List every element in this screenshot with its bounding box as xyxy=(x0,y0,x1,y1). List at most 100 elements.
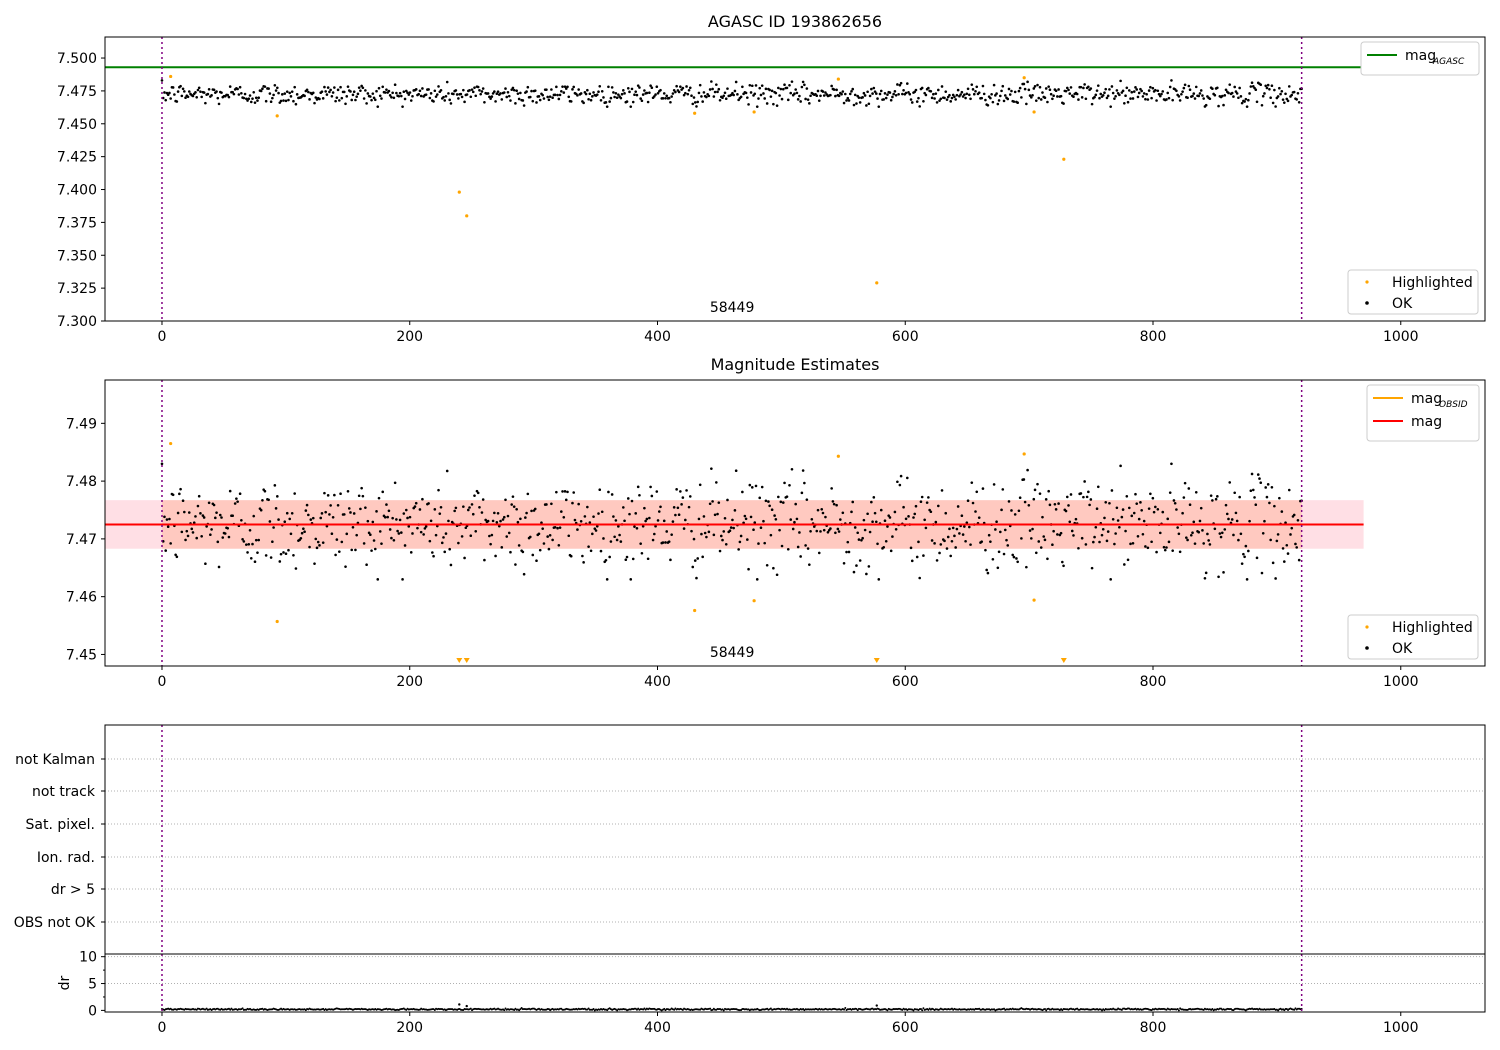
ok-point xyxy=(934,92,938,95)
ok-point xyxy=(432,100,435,103)
dr-point xyxy=(637,1007,640,1010)
ok-point xyxy=(645,517,649,521)
ok-point xyxy=(965,521,969,524)
ok-point xyxy=(1096,84,1100,87)
ok-point xyxy=(293,492,296,495)
dr-point xyxy=(1211,1008,1214,1011)
ok-point xyxy=(197,494,201,498)
ok-point xyxy=(216,96,220,100)
ok-point xyxy=(525,511,528,515)
ok-point xyxy=(656,519,660,522)
ok-point xyxy=(401,578,404,581)
ok-point xyxy=(403,97,407,101)
ok-point xyxy=(1216,86,1219,90)
ok-point xyxy=(662,92,666,95)
ok-point xyxy=(1289,533,1292,536)
x-tick-label: 600 xyxy=(892,674,919,690)
ok-point xyxy=(770,508,774,512)
ok-point xyxy=(488,95,491,99)
ok-point xyxy=(1269,538,1272,542)
ok-point xyxy=(541,93,545,97)
ok-point xyxy=(899,81,903,85)
ok-point xyxy=(872,86,876,90)
ok-point xyxy=(909,546,913,550)
ok-point xyxy=(1253,496,1256,499)
ok-point xyxy=(1192,520,1196,524)
ok-point xyxy=(401,105,404,108)
ok-point xyxy=(476,85,480,89)
ok-point xyxy=(614,91,618,95)
dr-point xyxy=(919,1008,922,1011)
ok-point xyxy=(925,501,929,504)
ok-point xyxy=(919,500,923,504)
ok-point xyxy=(970,83,974,86)
x-tick-label: 600 xyxy=(892,329,919,345)
ok-point xyxy=(1068,520,1072,524)
ok-point xyxy=(845,99,848,102)
ok-point xyxy=(1104,501,1108,504)
ok-point xyxy=(428,96,432,100)
ok-point xyxy=(349,511,352,514)
ok-point xyxy=(1139,501,1142,504)
out-of-range-marker xyxy=(873,658,880,663)
ok-point xyxy=(1046,100,1049,104)
ok-point xyxy=(496,90,500,93)
ok-point xyxy=(1059,531,1063,535)
ok-point xyxy=(744,517,748,521)
ok-point xyxy=(845,550,848,554)
ok-point xyxy=(1276,95,1280,98)
ok-point xyxy=(1048,503,1052,507)
ok-point xyxy=(1048,88,1052,92)
ok-point xyxy=(1243,555,1246,559)
ok-point xyxy=(717,87,721,91)
ok-point xyxy=(1062,564,1065,568)
ok-point xyxy=(269,556,273,559)
ok-point xyxy=(429,519,433,523)
ok-point xyxy=(1039,98,1043,101)
ok-point xyxy=(799,100,802,103)
ok-point xyxy=(434,95,438,98)
x-tick-label: 1000 xyxy=(1383,1020,1419,1036)
ok-point xyxy=(1264,486,1267,489)
ok-point xyxy=(1057,502,1060,505)
ok-point xyxy=(334,99,337,103)
ok-point xyxy=(1003,94,1007,97)
ok-point xyxy=(413,505,417,508)
ok-point xyxy=(462,88,465,92)
ok-point xyxy=(392,96,396,100)
ok-point xyxy=(243,92,247,96)
panel-title: Magnitude Estimates xyxy=(711,355,880,374)
dr-point xyxy=(1120,1008,1123,1011)
ok-point xyxy=(1098,96,1101,100)
ok-point xyxy=(418,508,422,511)
ok-point xyxy=(980,96,984,100)
ok-point xyxy=(888,516,892,519)
ok-point xyxy=(961,533,965,536)
ok-point xyxy=(742,521,745,525)
ok-point xyxy=(667,540,671,543)
ok-point xyxy=(366,519,370,523)
ok-point xyxy=(515,507,518,511)
ok-point xyxy=(376,105,380,108)
ok-point xyxy=(862,518,866,522)
ok-point xyxy=(457,97,460,100)
ok-point xyxy=(989,540,992,543)
flag-row-label: Ion. rad. xyxy=(37,850,95,866)
ok-point xyxy=(612,515,615,518)
dr-point xyxy=(709,1007,712,1010)
ok-point xyxy=(1276,533,1280,536)
ok-point xyxy=(896,83,899,86)
ok-point xyxy=(1265,86,1269,90)
ok-point xyxy=(1168,85,1172,89)
ok-points xyxy=(160,79,1303,108)
ok-point xyxy=(1264,84,1267,88)
ok-point xyxy=(1180,92,1183,96)
ok-point xyxy=(1106,530,1110,533)
ok-point xyxy=(871,520,874,523)
ok-point xyxy=(160,79,164,82)
ok-point xyxy=(867,565,871,568)
ok-point xyxy=(545,503,548,506)
ok-point xyxy=(202,516,206,519)
ok-point xyxy=(376,578,380,581)
ok-point xyxy=(659,88,662,92)
